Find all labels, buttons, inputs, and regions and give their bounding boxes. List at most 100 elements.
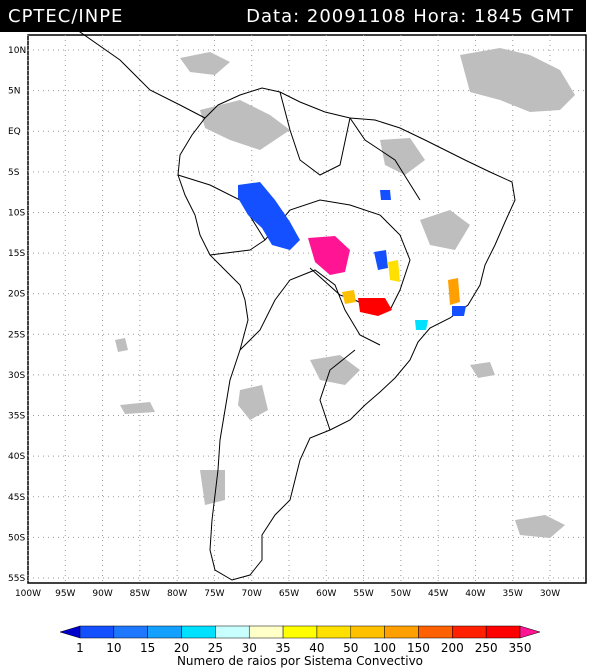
legend-tick-label: 250 bbox=[475, 641, 498, 655]
cloud-area bbox=[238, 385, 268, 420]
lon-tick-label: 55W bbox=[353, 589, 373, 599]
lat-tick-label: 45S bbox=[8, 493, 25, 503]
continent-outline bbox=[177, 87, 516, 581]
lightning-cluster bbox=[374, 250, 388, 270]
legend-tick-label: 30 bbox=[242, 641, 257, 655]
country-borders bbox=[79, 32, 516, 581]
lon-tick-label: 70W bbox=[242, 589, 262, 599]
lightning-cluster bbox=[388, 260, 400, 282]
lon-tick-label: 40W bbox=[465, 589, 485, 599]
longitude-labels: 100W 95W 90W 85W 80W 75W 70W 65W 60W 55W 50W 45W 40W… bbox=[15, 589, 560, 599]
lon-tick-label: 100W bbox=[15, 589, 41, 599]
legend-color-cell bbox=[113, 625, 148, 639]
map-header: CPTEC/INPE Data: 20091108 Hora: 1845 GMT bbox=[0, 0, 586, 32]
lightning-cluster bbox=[308, 236, 350, 275]
cloud-area bbox=[115, 338, 128, 352]
legend-color-cell bbox=[418, 625, 453, 639]
legend-color-cell bbox=[147, 625, 182, 639]
legend-tick-label: 150 bbox=[407, 641, 430, 655]
legend-tick-label: 100 bbox=[373, 641, 396, 655]
lon-tick-label: 85W bbox=[130, 589, 150, 599]
border-line bbox=[279, 91, 351, 176]
cloud-area bbox=[310, 355, 360, 385]
lat-tick-label: 50S bbox=[8, 533, 25, 543]
legend-colorbar bbox=[59, 625, 541, 639]
legend-color-cell bbox=[79, 625, 115, 639]
central-america-outline bbox=[79, 32, 206, 119]
lat-tick-label: 55S bbox=[8, 574, 25, 584]
legend: 1 10 15 20 25 30 35 40 50 100 150 200 250 350 Numero … bbox=[59, 625, 541, 668]
lightning-cluster bbox=[415, 320, 428, 330]
lat-tick-label: 30S bbox=[8, 371, 25, 381]
lat-tick-label: 5S bbox=[8, 168, 20, 178]
legend-color-cell bbox=[282, 625, 318, 639]
border-line bbox=[177, 174, 266, 241]
border-line bbox=[349, 117, 421, 201]
border-line bbox=[239, 269, 381, 351]
legend-tick-label: 1 bbox=[76, 641, 84, 655]
lon-tick-label: 30W bbox=[540, 589, 560, 599]
lat-tick-label: 35S bbox=[8, 412, 25, 422]
border-line bbox=[209, 239, 266, 256]
cloud-area bbox=[200, 100, 290, 150]
lightning-cluster bbox=[238, 182, 300, 250]
lon-tick-label: 45W bbox=[428, 589, 448, 599]
cloud-area bbox=[380, 138, 425, 175]
cloud-area bbox=[470, 362, 495, 378]
lat-tick-label: 10S bbox=[8, 208, 25, 218]
legend-tick-label: 20 bbox=[174, 641, 189, 655]
legend-tick-label: 40 bbox=[309, 641, 324, 655]
legend-color-cell bbox=[485, 625, 521, 639]
legend-color-cell bbox=[316, 625, 352, 639]
cloud-area bbox=[180, 52, 230, 75]
cloud-areas bbox=[115, 48, 575, 538]
agency-label: CPTEC/INPE bbox=[8, 6, 124, 27]
legend-color-cell bbox=[248, 625, 284, 639]
lon-tick-label: 95W bbox=[55, 589, 75, 599]
lon-tick-label: 75W bbox=[204, 589, 224, 599]
lightning-cluster bbox=[448, 278, 460, 305]
date-time-label: Data: 20091108 Hora: 1845 GMT bbox=[246, 6, 574, 27]
cloud-area bbox=[460, 48, 575, 112]
lightning-clusters bbox=[238, 182, 466, 330]
lightning-map: 10N5NEQ5S10S15S20S25S30S35S40S45S50S55S … bbox=[8, 32, 587, 599]
legend-tick-label: 350 bbox=[509, 641, 532, 655]
legend-tick-label: 15 bbox=[140, 641, 155, 655]
lightning-cluster bbox=[358, 298, 392, 316]
legend-arrow-high bbox=[519, 625, 541, 639]
cloud-area bbox=[120, 402, 155, 414]
map-frame bbox=[27, 34, 587, 584]
lat-tick-label: 20S bbox=[8, 290, 25, 300]
lon-tick-label: 35W bbox=[503, 589, 523, 599]
legend-tick-label: 10 bbox=[106, 641, 121, 655]
lat-tick-label: 15S bbox=[8, 249, 25, 259]
border-line bbox=[264, 199, 411, 311]
lon-tick-label: 65W bbox=[279, 589, 299, 599]
legend-tick-label: 50 bbox=[343, 641, 358, 655]
legend-color-cell bbox=[350, 625, 385, 639]
legend-tick-label: 25 bbox=[208, 641, 223, 655]
graticule bbox=[27, 35, 586, 583]
lat-tick-label: 10N bbox=[8, 46, 26, 56]
latitude-labels: 10N 5N EQ 5S 10S 15S 20S 25S 30S 35S 40S 45S 50S 55S bbox=[8, 46, 26, 584]
legend-color-cell bbox=[181, 625, 216, 639]
cloud-area bbox=[420, 210, 470, 250]
lon-tick-label: 90W bbox=[92, 589, 112, 599]
lightning-cluster bbox=[380, 190, 391, 200]
legend-tick-label: 35 bbox=[275, 641, 290, 655]
lon-tick-label: 60W bbox=[316, 589, 336, 599]
legend-arrow-low bbox=[59, 625, 81, 639]
legend-tick-label: 200 bbox=[441, 641, 464, 655]
lat-tick-label: 40S bbox=[8, 452, 25, 462]
border-line bbox=[319, 349, 356, 431]
lat-tick-label: 25S bbox=[8, 330, 25, 340]
lon-tick-label: 50W bbox=[391, 589, 411, 599]
lightning-cluster bbox=[452, 306, 466, 316]
legend-color-cell bbox=[384, 625, 419, 639]
cloud-area bbox=[515, 515, 565, 538]
lat-tick-label: EQ bbox=[8, 127, 21, 137]
lon-tick-label: 80W bbox=[167, 589, 187, 599]
lat-tick-label: 5N bbox=[8, 87, 20, 97]
legend-color-cell bbox=[452, 625, 487, 639]
legend-title: Numero de raios por Sistema Convectivo bbox=[177, 654, 423, 668]
